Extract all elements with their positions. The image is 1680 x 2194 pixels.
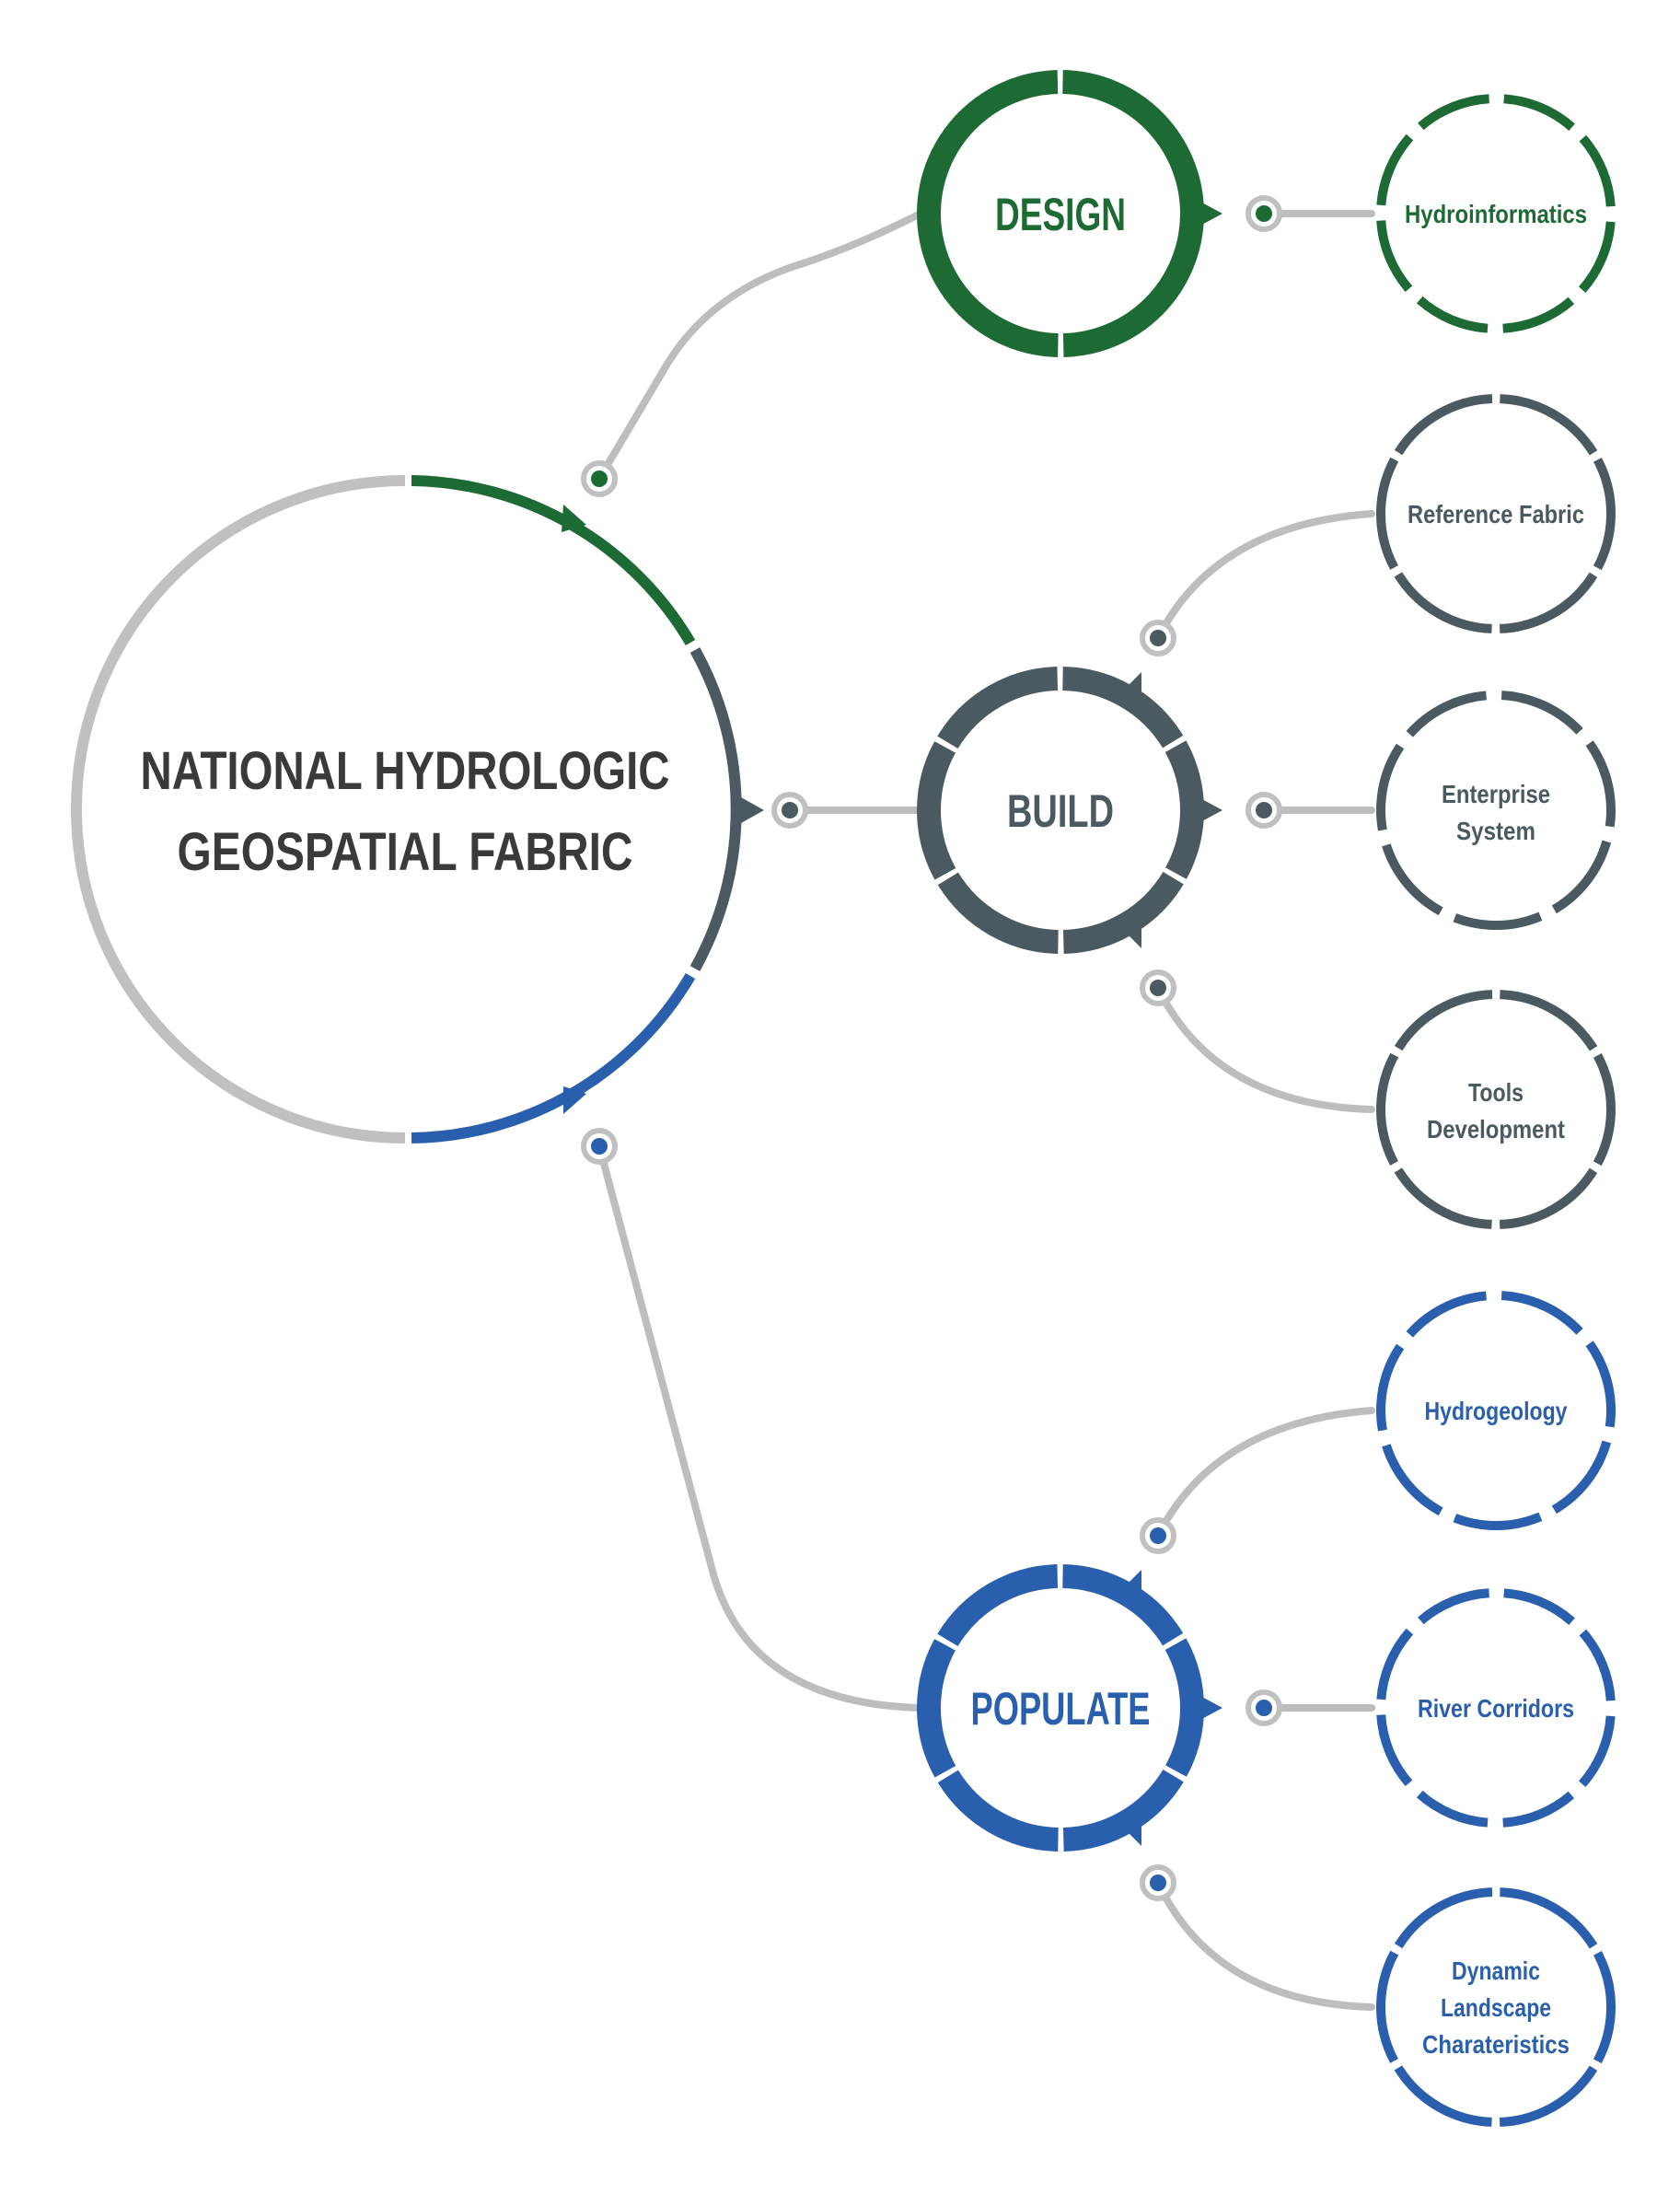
dot-center-populate — [581, 1128, 618, 1165]
child-label-line2: Landscape — [1441, 1993, 1551, 2022]
central-ring-build — [689, 647, 742, 971]
populate-node: POPULATE — [917, 1563, 1222, 1852]
populate-pointer-down — [1123, 1820, 1141, 1846]
child-node-river-corridors: River Corridors — [1376, 1588, 1616, 1828]
dot-center-design — [581, 460, 618, 497]
connector-build-reference — [1154, 510, 1375, 642]
dot-populate-river — [1246, 1689, 1282, 1726]
child-label-line2: System — [1456, 817, 1535, 845]
dot-build-tools — [1140, 969, 1176, 1006]
dot-build-enterprise — [1246, 792, 1282, 829]
build-pointer-right — [1199, 797, 1222, 823]
connector-populate-hydrogeology — [1154, 1407, 1375, 1539]
child-label: River Corridors — [1418, 1694, 1574, 1723]
child-ring — [1376, 691, 1616, 930]
design-label: DESIGN — [995, 189, 1126, 240]
child-node-reference-fabric: Reference Fabric — [1376, 393, 1616, 633]
connector-populate-dynamic — [1154, 1879, 1375, 2011]
central-ring-populate — [411, 972, 696, 1143]
dot-populate-dynamic — [1140, 1864, 1176, 1901]
child-ring — [1376, 990, 1616, 1229]
build-label: BUILD — [1007, 785, 1114, 837]
central-ring-gray — [71, 475, 406, 1143]
connector-build-tools — [1154, 984, 1375, 1113]
child-node-hydrogeology: Hydrogeology — [1376, 1291, 1616, 1530]
child-label-line1: Tools — [1468, 1078, 1524, 1107]
child-label: Hydrogeology — [1425, 1397, 1568, 1425]
populate-label: POPULATE — [971, 1683, 1151, 1735]
child-node-enterprise-system: Enterprise System — [1376, 691, 1616, 930]
populate-pointer-up — [1123, 1570, 1141, 1596]
connector-center-design — [596, 210, 924, 482]
build-pointer-down — [1123, 923, 1141, 948]
central-title-line2: GEOSPATIAL FABRIC — [178, 822, 633, 882]
child-label-line3: Charateristics — [1422, 2030, 1570, 2059]
central-pointer-build — [741, 797, 764, 823]
design-node: DESIGN — [917, 70, 1222, 357]
connector-dots — [581, 195, 1282, 1901]
dot-center-build — [771, 792, 808, 829]
build-ring — [917, 667, 1204, 954]
child-node-dynamic-landscape: Dynamic Landscape Charateristics — [1376, 1887, 1616, 2127]
design-pointer — [1199, 201, 1222, 226]
child-label: Reference Fabric — [1408, 500, 1584, 528]
populate-pointer-right — [1199, 1695, 1222, 1721]
central-pointer-populate — [563, 1086, 586, 1114]
child-ring — [1376, 1291, 1616, 1530]
populate-ring — [917, 1563, 1204, 1852]
build-pointer-up — [1123, 672, 1141, 698]
design-ring — [917, 70, 1204, 357]
dot-build-reference — [1140, 620, 1176, 656]
child-ring — [1376, 1887, 1616, 2127]
child-label-line1: Enterprise — [1442, 780, 1550, 808]
connector-center-populate — [596, 1143, 924, 1712]
child-ring — [1376, 94, 1616, 333]
central-pointer-design — [562, 505, 586, 532]
child-label-line1: Dynamic — [1452, 1956, 1540, 1985]
build-node: BUILD — [917, 667, 1222, 954]
child-label-line2: Development — [1427, 1115, 1565, 1143]
dot-design-child — [1246, 195, 1282, 232]
child-ring — [1376, 1588, 1616, 1828]
central-title-line1: NATIONAL HYDROLOGIC — [141, 741, 670, 801]
child-node-tools-development: Tools Development — [1376, 990, 1616, 1229]
child-ring — [1376, 393, 1616, 633]
child-node-hydroinformatics: Hydroinformatics — [1376, 94, 1616, 333]
central-ring-design — [411, 475, 696, 646]
dot-populate-hydrogeology — [1140, 1517, 1176, 1554]
central-node: NATIONAL HYDROLOGIC GEOSPATIAL FABRIC — [71, 475, 764, 1143]
child-label: Hydroinformatics — [1405, 200, 1587, 228]
